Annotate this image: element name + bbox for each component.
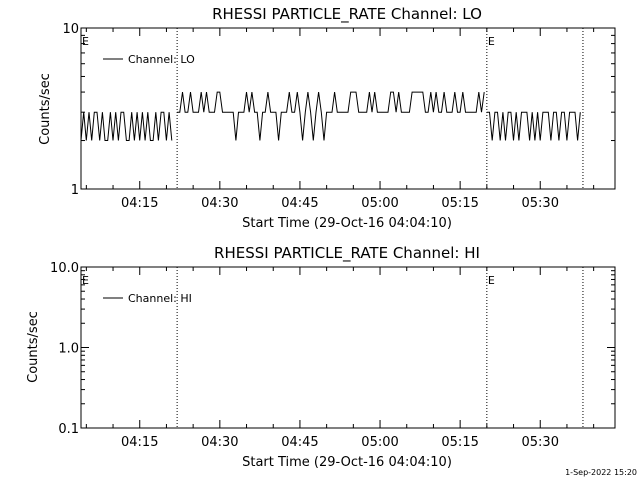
hi-chart-title: RHESSI PARTICLE_RATE Channel: HI xyxy=(214,244,480,263)
hi-eclipse-label: E xyxy=(82,274,89,287)
lo-chart-title: RHESSI PARTICLE_RATE Channel: LO xyxy=(212,5,482,24)
lo-y-tick-label: 1 xyxy=(71,183,79,198)
hi-panel: RHESSI PARTICLE_RATE Channel: HI Counts/… xyxy=(26,244,616,470)
hi-x-tick-label: 04:15 xyxy=(121,435,158,450)
hi-x-tick-label: 05:00 xyxy=(361,435,398,450)
lo-x-axis-label: Start Time (29-Oct-16 04:04:10) xyxy=(242,216,452,231)
lo-series-line xyxy=(177,91,485,141)
hi-y-tick-label: 10.0 xyxy=(50,261,79,276)
lo-y-axis-label: Counts/sec xyxy=(38,73,53,145)
lo-panel: RHESSI PARTICLE_RATE Channel: LO Counts/… xyxy=(38,5,616,231)
hi-y-axis-label: Counts/sec xyxy=(26,311,41,383)
lo-eclipse-label: E xyxy=(488,35,495,48)
hi-eclipse-label: E xyxy=(488,274,495,287)
lo-x-tick-label: 04:30 xyxy=(201,196,238,211)
lo-y-tick-label: 10 xyxy=(62,22,79,37)
footer-timestamp: 1-Sep-2022 15:20 xyxy=(565,468,637,477)
hi-y-tick-label: 1.0 xyxy=(58,342,79,357)
lo-x-tick-label: 04:15 xyxy=(121,196,158,211)
lo-plot-frame xyxy=(80,27,616,190)
hi-legend-label: Channel: HI xyxy=(128,292,192,305)
lo-series-line xyxy=(486,111,581,141)
lo-legend-label: Channel: LO xyxy=(128,53,195,66)
hi-x-tick-label: 05:30 xyxy=(522,435,559,450)
lo-x-tick-label: 05:15 xyxy=(441,196,478,211)
lo-x-tick-label: 04:45 xyxy=(281,196,318,211)
lo-eclipse-label: E xyxy=(82,35,89,48)
lo-x-tick-label: 05:30 xyxy=(522,196,559,211)
hi-y-tick-label: 0.1 xyxy=(58,422,79,437)
hi-x-tick-label: 04:30 xyxy=(201,435,238,450)
hi-x-axis-label: Start Time (29-Oct-16 04:04:10) xyxy=(242,455,452,470)
lo-x-tick-label: 05:00 xyxy=(361,196,398,211)
hi-x-tick-label: 05:15 xyxy=(441,435,478,450)
lo-series-line xyxy=(80,111,173,141)
hi-x-tick-label: 04:45 xyxy=(281,435,318,450)
